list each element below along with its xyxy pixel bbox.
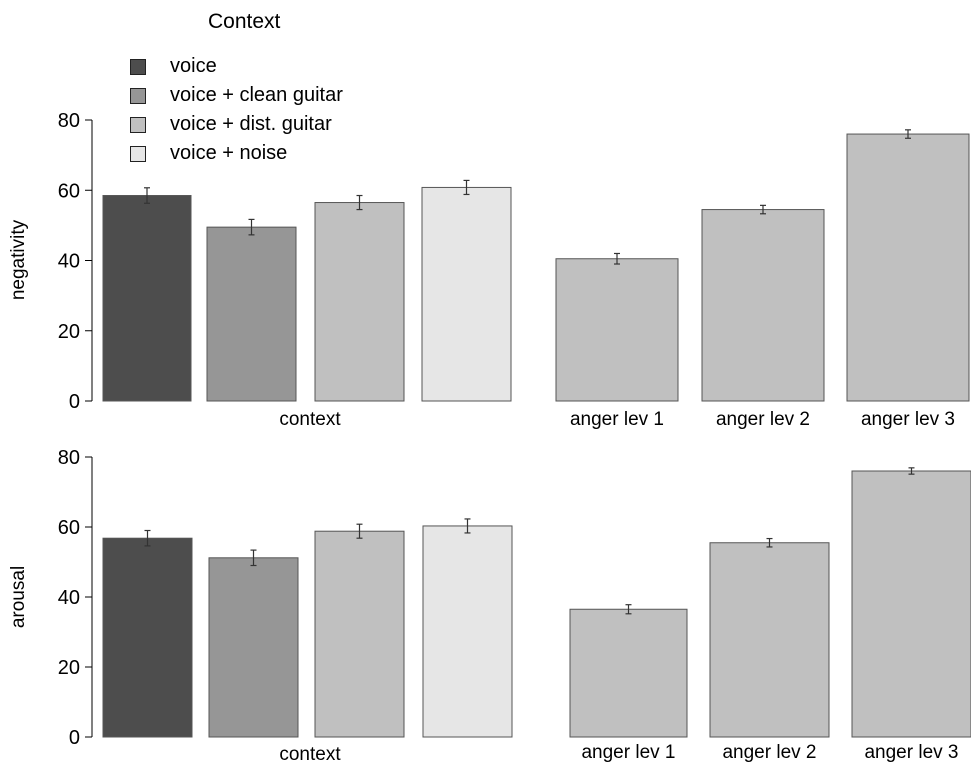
bottom-bar-0-2 [314,530,405,738]
top-bar-0-2 [314,202,405,402]
top-x-tick-label: anger lev 3 [861,409,955,430]
top-y-label: negativity [8,219,29,300]
legend-item-voice: voice [130,52,343,81]
legend-swatch-clean-guitar [130,87,146,104]
bottom-x-tick-label: anger lev 1 [581,742,675,763]
legend-label-noise: voice + noise [170,142,288,164]
legend-title: Context [208,10,281,33]
legend-item-dist-guitar: voice + dist. guitar [130,110,343,139]
bottom-y-tick-label: 0 [69,727,80,749]
top-y-tick-label: 40 [58,251,80,273]
top-y-tick-label: 80 [58,110,80,132]
top-x-tick-label: anger lev 2 [716,409,810,430]
bottom-y-tick-label: 80 [58,447,80,469]
top-bar-0-0 [102,195,192,402]
top-y-tick-label: 0 [69,391,80,413]
bottom-bar-1-1 [709,542,830,738]
top-bar-1-1 [701,209,825,402]
top-bar-1-2 [846,133,970,402]
bottom-bar-1-0 [569,608,688,738]
bottom-bar-0-1 [208,557,299,738]
bottom-y-tick-label: 60 [58,517,80,539]
top-bar-0-3 [421,186,512,402]
bottom-bar-0-3 [422,525,513,738]
bottom-x-tick-label: anger lev 3 [864,742,958,763]
legend-label-voice: voice [170,55,217,77]
bottom-y-tick-label: 40 [58,587,80,609]
legend-item-noise: voice + noise [130,139,343,168]
bottom-bar-0-0 [102,537,193,738]
bottom-x-tick-label: anger lev 2 [722,742,816,763]
legend-swatch-noise [130,145,146,162]
legend-swatch-voice [130,58,146,75]
top-bar-0-1 [206,226,297,402]
bottom-x-label: context [279,744,341,763]
legend: voice voice + clean guitar voice + dist.… [130,52,343,168]
bottom-y-label: arousal [8,566,29,628]
legend-label-dist-guitar: voice + dist. guitar [170,113,332,135]
top-x-tick-label: anger lev 1 [570,409,664,430]
legend-label-clean-guitar: voice + clean guitar [170,84,343,106]
top-x-label: context [279,409,341,430]
bottom-bar-1-2 [851,470,971,738]
top-bar-1-0 [555,258,679,402]
bottom-y-tick-label: 20 [58,657,80,679]
top-y-tick-label: 20 [58,321,80,343]
legend-item-clean-guitar: voice + clean guitar [130,81,343,110]
top-y-tick-label: 60 [58,180,80,202]
legend-swatch-dist-guitar [130,116,146,133]
